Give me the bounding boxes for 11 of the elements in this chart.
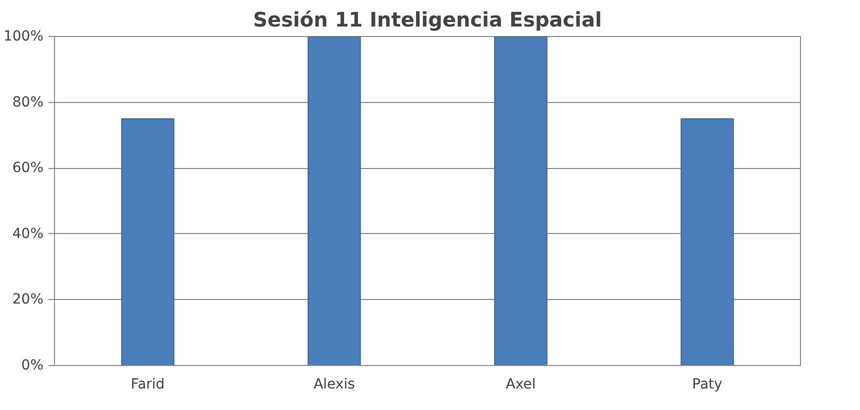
x-tick-label: Paty	[692, 376, 722, 392]
y-tick-label: 20%	[12, 292, 44, 308]
y-tick-label: 0%	[21, 358, 44, 374]
chart-title: Sesión 11 Inteligencia Espacial	[253, 8, 602, 32]
y-tick-label: 60%	[12, 160, 44, 176]
x-tick-label: Axel	[506, 376, 536, 392]
y-tick-label: 40%	[12, 226, 44, 242]
y-tick-label: 80%	[12, 94, 44, 110]
x-tick-label: Farid	[130, 376, 165, 392]
y-tick-label: 100%	[3, 28, 44, 44]
x-tick-label: Alexis	[314, 376, 355, 392]
